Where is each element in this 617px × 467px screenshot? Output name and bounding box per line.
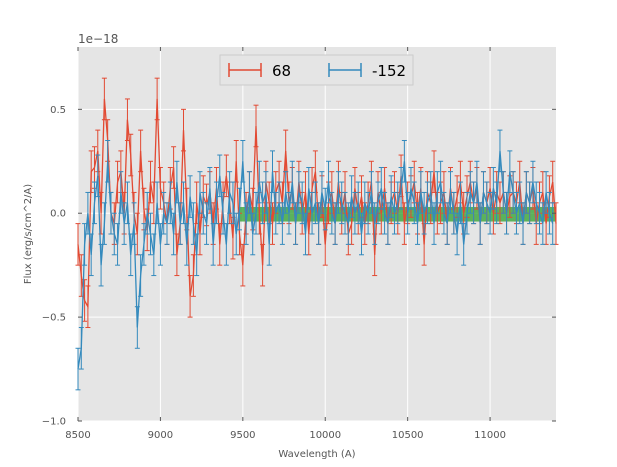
legend-label-68: 68 [272,62,291,80]
legend-entry-152: -152 [328,62,406,80]
legend: 68 -152 [219,54,414,86]
y-tick-label-0: −1.0 [42,417,66,428]
series-1 [75,129,556,391]
ticks: 8500 9000 9500 10000 10500 11000 −1.0 −0.5 0.0 0.… [42,47,556,441]
y-offset-label: 1e−18 [78,32,118,46]
y-tick-label-3: 0.5 [50,105,66,116]
legend-label-152: -152 [372,62,406,80]
series-line-1 [77,150,554,370]
x-axis-label: Wavelength (A) [278,449,355,460]
x-tick-label-2: 9500 [230,430,255,441]
y-axis-label: Flux (erg/s/cm^2/A) [23,184,34,284]
y-tick-label-1: −0.5 [42,313,66,324]
x-tick-label-0: 8500 [65,430,90,441]
x-tick-label-1: 9000 [148,430,173,441]
y-tick-label-2: 0.0 [50,209,66,220]
series-layer [75,77,559,391]
x-tick-label-3: 10000 [309,430,341,441]
x-tick-label-5: 11000 [474,430,506,441]
legend-entry-68: 68 [228,62,291,80]
series-line-0 [77,98,557,310]
legend-handle-152 [328,63,362,77]
x-tick-label-4: 10500 [392,430,424,441]
legend-handle-68 [228,63,262,77]
